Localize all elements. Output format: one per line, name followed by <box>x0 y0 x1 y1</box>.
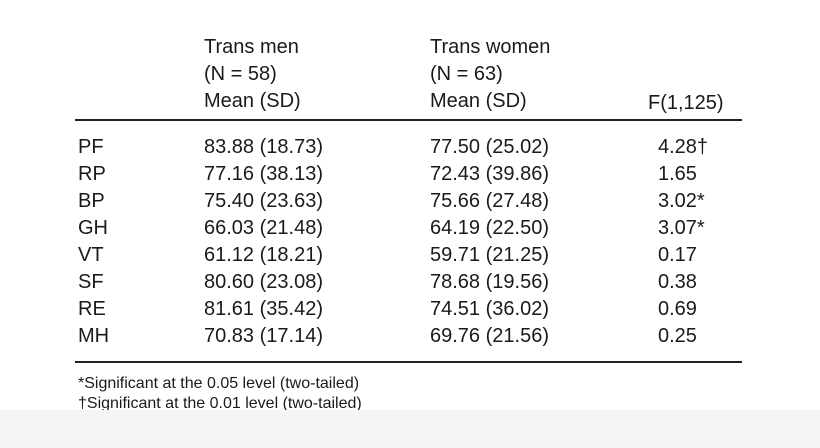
row-trans-women: 77.50 (25.02) <box>430 136 549 158</box>
header-women-title: Trans women <box>430 36 551 58</box>
header-f-stat: F(1,125) <box>648 92 724 114</box>
row-trans-men: 75.40 (23.63) <box>204 190 323 212</box>
row-label: SF <box>78 271 104 293</box>
header-men-stat: Mean (SD) <box>204 90 301 112</box>
row-f-value: 4.28† <box>658 136 709 158</box>
row-f-value: 0.17 <box>658 244 697 266</box>
row-f-value: 3.07* <box>658 217 705 239</box>
row-trans-women: 72.43 (39.86) <box>430 163 549 185</box>
row-trans-men: 66.03 (21.48) <box>204 217 323 239</box>
row-trans-men: 61.12 (18.21) <box>204 244 323 266</box>
row-trans-men: 80.60 (23.08) <box>204 271 323 293</box>
row-trans-men: 77.16 (38.13) <box>204 163 323 185</box>
row-f-value: 0.25 <box>658 325 697 347</box>
row-label: VT <box>78 244 104 266</box>
row-trans-women: 64.19 (22.50) <box>430 217 549 239</box>
row-f-value: 0.69 <box>658 298 697 320</box>
footnote-significance-01: †Significant at the 0.01 level (two-tail… <box>78 395 362 410</box>
header-men-title: Trans men <box>204 36 299 58</box>
row-f-value: 0.38 <box>658 271 697 293</box>
header-men-n: (N = 58) <box>204 63 277 85</box>
row-trans-women: 74.51 (36.02) <box>430 298 549 320</box>
row-label: BP <box>78 190 105 212</box>
row-trans-men: 81.61 (35.42) <box>204 298 323 320</box>
row-label: RE <box>78 298 106 320</box>
row-f-value: 1.65 <box>658 163 697 185</box>
row-f-value: 3.02* <box>658 190 705 212</box>
row-trans-men: 70.83 (17.14) <box>204 325 323 347</box>
row-trans-women: 75.66 (27.48) <box>430 190 549 212</box>
table-page: Trans men (N = 58) Mean (SD) Trans women… <box>75 36 742 410</box>
bottom-rule <box>75 361 742 363</box>
header-rule <box>75 119 742 121</box>
row-trans-women: 78.68 (19.56) <box>430 271 549 293</box>
header-women-stat: Mean (SD) <box>430 90 527 112</box>
row-label: RP <box>78 163 106 185</box>
header-women-n: (N = 63) <box>430 63 503 85</box>
footnote-significance-05: *Significant at the 0.05 level (two-tail… <box>78 375 360 392</box>
row-trans-men: 83.88 (18.73) <box>204 136 323 158</box>
row-label: PF <box>78 136 104 158</box>
row-trans-women: 69.76 (21.56) <box>430 325 549 347</box>
row-trans-women: 59.71 (21.25) <box>430 244 549 266</box>
row-label: MH <box>78 325 110 347</box>
row-label: GH <box>78 217 108 239</box>
